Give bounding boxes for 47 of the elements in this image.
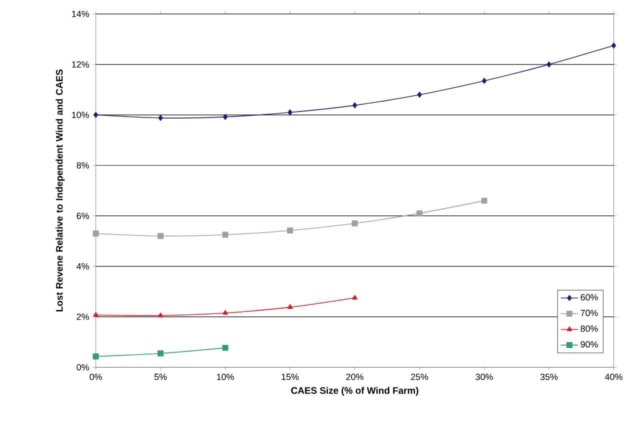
legend-label: 60% [580, 294, 598, 300]
point [287, 304, 293, 309]
legend-label: 80% [580, 325, 598, 332]
x-tick-label: 20% [346, 374, 364, 380]
point [158, 312, 164, 318]
x-tick-label: 0% [90, 374, 102, 380]
x-axis-title: CAES Size (% of Wind Farm) [291, 386, 418, 396]
y-tick-label: 10% [72, 112, 89, 118]
x-tick-label: 30% [476, 374, 493, 380]
legend-label: 90% [580, 341, 598, 348]
point [481, 198, 488, 204]
legend-label: 70% [580, 310, 598, 316]
x-tick-label: 35% [540, 374, 558, 380]
point [611, 42, 616, 48]
point [158, 350, 164, 356]
point [93, 312, 98, 317]
point [222, 114, 228, 120]
point [92, 353, 99, 360]
point [287, 227, 294, 234]
y-tick-label: 12% [72, 61, 89, 68]
point [417, 92, 422, 98]
y-tick-label: 4% [76, 263, 89, 270]
x-tick-label: 15% [282, 374, 299, 380]
y-tick-label: 6% [76, 212, 89, 219]
x-tick-label: 5% [154, 374, 167, 380]
point [546, 61, 552, 68]
y-tick-label: 2% [76, 314, 89, 320]
point [352, 102, 358, 108]
x-tick-label: 40% [604, 374, 622, 380]
y-tick-label: 8% [76, 162, 89, 168]
point [288, 109, 292, 116]
point [482, 78, 487, 84]
y-tick-label: 0% [76, 364, 89, 370]
point [222, 344, 228, 351]
y-tick-label: 14% [72, 10, 89, 18]
point [158, 114, 163, 121]
point [93, 112, 98, 118]
point [222, 232, 228, 238]
point [416, 210, 422, 216]
x-tick-label: 10% [217, 374, 234, 380]
y-axis-title: Lost Revene Relative to Independent Wind and CAES [56, 69, 65, 312]
point [352, 220, 358, 226]
point [158, 232, 164, 239]
x-tick-label: 25% [411, 374, 428, 380]
point [352, 294, 358, 300]
point [222, 310, 228, 315]
point [92, 230, 99, 236]
